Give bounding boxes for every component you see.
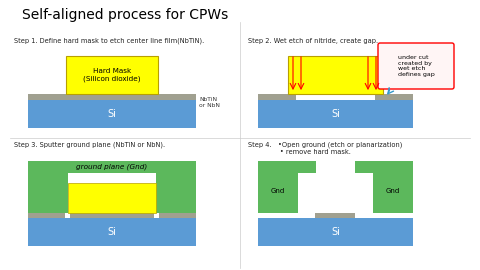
Text: Gnd: Gnd	[271, 188, 285, 194]
Text: Step 4.   •Open ground (etch or planarization)
               • remove hard mask: Step 4. •Open ground (etch or planarizat…	[248, 142, 402, 156]
Bar	[65, 213, 70, 218]
Bar	[28, 218, 196, 246]
Text: Step 2. Wet etch of nitride, create gap.: Step 2. Wet etch of nitride, create gap.	[248, 38, 378, 44]
Text: Si: Si	[108, 109, 117, 119]
Text: NbTiN
or NbN: NbTiN or NbN	[199, 97, 220, 108]
Text: ground plane (Gnd): ground plane (Gnd)	[76, 164, 148, 170]
Text: Step 1. Define hard mask to etch center line film(NbTiN).: Step 1. Define hard mask to etch center …	[14, 38, 204, 45]
Bar	[258, 100, 413, 128]
Text: Step 3. Sputter ground plane (NbTiN or NbN).: Step 3. Sputter ground plane (NbTiN or N…	[14, 142, 165, 149]
Bar	[66, 56, 158, 94]
Text: under cut
created by
wet etch
defines gap: under cut created by wet etch defines ga…	[397, 55, 434, 77]
Text: Si: Si	[331, 227, 340, 237]
Bar	[28, 100, 196, 128]
Bar	[28, 94, 196, 100]
Bar	[28, 213, 196, 218]
Bar	[258, 171, 298, 213]
Bar	[288, 56, 383, 94]
Bar	[296, 171, 375, 218]
Bar	[258, 218, 413, 246]
Text: Self-aligned process for CPWs: Self-aligned process for CPWs	[22, 8, 228, 22]
Bar	[258, 94, 296, 100]
Bar	[315, 213, 355, 218]
Bar	[258, 161, 316, 173]
Bar	[355, 161, 413, 173]
Text: Si: Si	[331, 109, 340, 119]
Bar	[68, 183, 156, 213]
FancyBboxPatch shape	[378, 43, 454, 89]
Text: Gnd: Gnd	[386, 188, 400, 194]
Text: Si: Si	[108, 227, 117, 237]
Bar	[375, 94, 413, 100]
Bar	[28, 171, 68, 213]
Bar	[28, 161, 196, 173]
Bar	[373, 171, 413, 213]
Bar	[154, 213, 159, 218]
Bar	[156, 171, 196, 213]
Text: Hard Mask
(Silicon dioxide): Hard Mask (Silicon dioxide)	[83, 68, 141, 82]
